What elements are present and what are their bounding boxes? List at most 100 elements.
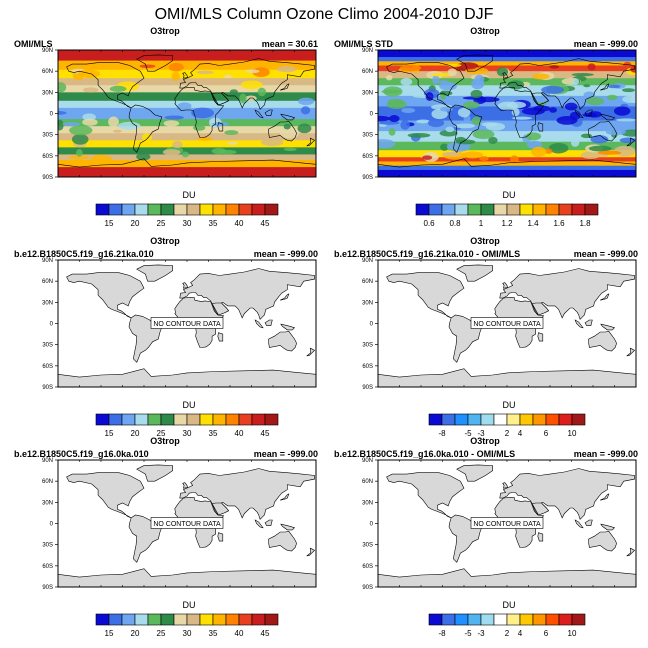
contour-patch: [164, 115, 184, 120]
contour-patch: [447, 68, 457, 77]
colorbar-box: [558, 203, 573, 216]
contour-band: [378, 150, 636, 158]
contour-patch: [381, 89, 401, 94]
colorbar-label: 30: [183, 219, 192, 228]
colorbar-label: 25: [157, 429, 166, 438]
land-madagascar: [217, 532, 224, 542]
map-area: [58, 260, 316, 387]
colorbar-label: 20: [131, 629, 140, 638]
contour-patch: [422, 155, 433, 160]
colorbar-label: 20: [131, 429, 140, 438]
lat-tick-label: 60N: [42, 69, 53, 75]
contour-band: [378, 157, 636, 162]
contour-patch: [136, 153, 151, 161]
lat-tick-label: 90N: [362, 458, 373, 464]
contour-band: [58, 140, 316, 148]
colorbar-label: 30: [183, 429, 192, 438]
contour-patch: [163, 120, 180, 127]
contour-patch: [583, 84, 591, 88]
colorbar: 15 20 25 30 35 40 45: [95, 613, 279, 638]
coastline-borneo: [264, 109, 273, 116]
coastline-antarctica: [378, 158, 636, 177]
contour-patch: [496, 67, 509, 77]
contour-patch: [62, 122, 81, 127]
contour-patch: [485, 122, 506, 131]
contour-patch: [571, 73, 594, 77]
land-japan: [280, 293, 290, 301]
colorbar-box: [121, 413, 136, 426]
contour-patch: [441, 152, 462, 157]
land-antarctica: [58, 368, 316, 387]
lat-tick-label: 30S: [42, 543, 53, 549]
contour-band: [58, 60, 316, 71]
contour-patch: [507, 80, 525, 90]
contour-patch: [531, 146, 547, 157]
colorbar-box: [238, 203, 253, 216]
map-area: [378, 50, 636, 177]
coastline-antarctica: [58, 158, 316, 177]
map-plot: 90N 60N 30N 0 30S 60S 90S NO CONTOUR DATA: [362, 258, 637, 391]
colorbar-box: [415, 203, 430, 216]
contour-patch: [432, 75, 440, 85]
contour-patch: [454, 123, 476, 129]
colorbar-label: 1.6: [553, 219, 565, 228]
contour-patch: [460, 64, 477, 70]
contour-patch: [245, 69, 260, 74]
contour-patch: [226, 141, 239, 145]
contour-patch: [607, 84, 621, 89]
contour-patch: [549, 65, 560, 69]
colorbar-box: [545, 613, 560, 626]
lat-tick-label: 60S: [362, 154, 373, 160]
contour-patch: [613, 145, 636, 157]
contour-patch: [615, 118, 636, 122]
coastline-new-zealand: [306, 137, 316, 147]
panel-title: O3trop: [470, 436, 500, 446]
panel-title: O3trop: [150, 236, 180, 246]
colorbar-box: [134, 613, 149, 626]
contour-patch: [511, 108, 520, 117]
coastline-south-america: [128, 104, 163, 153]
contour-patch: [71, 133, 89, 145]
contour-patch: [117, 121, 141, 130]
land-arabia-fill: [211, 302, 230, 316]
contour-patch: [90, 154, 112, 164]
contour-band: [58, 50, 316, 62]
colorbar-label: 25: [157, 629, 166, 638]
lat-tick-label: 30N: [42, 500, 53, 506]
panel-case-label: b.e12.B1850C5.f19_g16.0ka.010 - OMI/MLS: [334, 449, 516, 459]
lat-tick-label: 60S: [42, 364, 53, 370]
land-north-america: [386, 472, 465, 519]
contour-patch: [76, 148, 83, 157]
panel-case-label: OMI/MLS: [14, 39, 53, 49]
panel-model-21ka: O3trop b.e12.B1850C5.f19_g16.21ka.010 90N 6…: [10, 236, 320, 441]
colorbar-box: [108, 413, 123, 426]
lat-tick-label: 0: [370, 112, 374, 118]
no-data-text: NO CONTOUR DATA: [153, 321, 221, 328]
colorbar-box: [225, 413, 240, 426]
lat-tick-label: 0: [370, 522, 374, 528]
contour-patch: [479, 156, 489, 161]
lat-tick-label: 30S: [42, 133, 53, 139]
colorbar-box: [238, 613, 253, 626]
colorbar-units: DU: [502, 400, 516, 410]
panel-model-21ka-diff: O3trop b.e12.B1850C5.f19_g16.21ka.010 - O…: [330, 236, 640, 441]
colorbar-label: 1.2: [501, 219, 513, 228]
contour-patch: [525, 132, 542, 141]
land-north-america: [66, 272, 145, 319]
lat-tick-label: 30N: [362, 300, 373, 306]
no-data-text: NO CONTOUR DATA: [153, 521, 221, 528]
contour-band: [378, 141, 636, 151]
colorbar-label: 2: [505, 629, 510, 638]
colorbar-box: [225, 613, 240, 626]
coastline-arabia-fill: [531, 92, 550, 106]
coastline-north-america: [386, 62, 465, 109]
colorbar-box: [467, 613, 482, 626]
land-australia: [588, 530, 617, 552]
land-arabia-fill: [531, 302, 550, 316]
lat-tick-label: 90N: [362, 258, 373, 264]
colorbar-box: [264, 203, 279, 216]
colorbar-box: [147, 613, 162, 626]
lat-tick-label: 60N: [362, 279, 373, 285]
contour-patch: [564, 102, 578, 111]
contour-patch: [583, 91, 596, 99]
